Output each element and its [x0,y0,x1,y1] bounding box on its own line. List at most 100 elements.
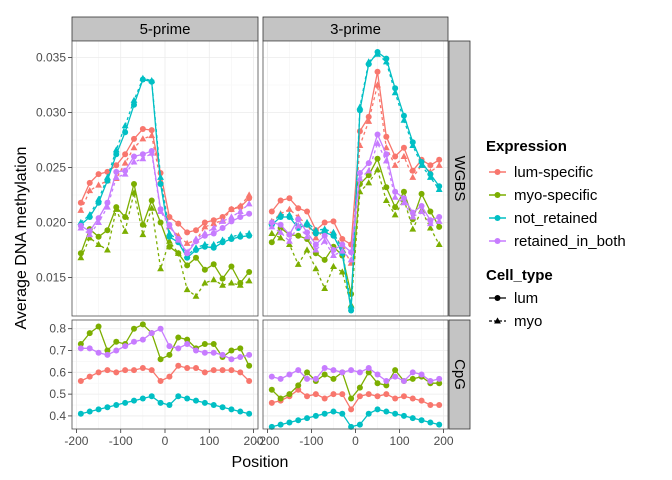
data-point [112,146,120,153]
data-point [304,208,311,215]
data-point [95,181,102,188]
data-point [277,375,284,382]
data-point [104,367,111,374]
data-point [356,393,363,400]
data-point [321,364,328,371]
data-point [426,220,434,227]
data-point [130,96,138,103]
data-point [131,325,137,332]
data-point [356,128,363,135]
data-point [121,159,129,166]
data-point [312,265,320,272]
x-tick-label: 200 [244,434,264,448]
x-tick-label: -200 [64,434,88,448]
data-point [193,254,199,261]
data-point [356,103,364,110]
data-point [268,423,275,430]
data-point [356,174,364,182]
data-point [374,380,381,387]
panel-border [71,40,259,317]
column-strip-label: 3-prime [330,21,381,38]
data-point [409,369,416,376]
x-tick-label: -100 [299,434,323,448]
data-point [400,393,407,400]
data-point [184,340,191,347]
data-point [294,260,302,267]
data-point [166,229,173,237]
data-point [321,284,329,292]
y-tick-label: 0.7 [49,344,66,358]
data-point [210,402,217,409]
data-point [95,195,102,202]
data-point [435,185,443,193]
data-point [348,423,355,430]
data-point [139,231,147,238]
data-point [304,229,311,236]
data-point [436,402,443,409]
data-point [400,199,408,206]
data-point [409,173,417,180]
data-point [77,224,85,231]
data-point [295,216,302,223]
data-point [391,193,399,200]
data-point [237,408,244,415]
data-point [210,367,217,374]
data-point [418,397,425,404]
y-tick-label: 0.030 [36,106,66,120]
data-point [139,336,146,343]
data-point [374,155,381,162]
data-point [268,386,275,393]
data-point [365,167,373,174]
data-point [184,262,191,269]
data-point [339,391,346,398]
data-point [228,218,235,225]
data-point [365,369,372,376]
legend-shape-title: Cell_type [486,267,553,284]
data-point [157,207,164,215]
data-point [330,367,337,374]
series-line-myo-specific-myo [80,192,250,298]
data-point [210,261,217,268]
data-point [321,410,328,417]
data-point [131,338,137,345]
data-point [77,206,85,213]
data-point [435,161,443,168]
data-point [435,240,443,248]
data-point [330,408,337,415]
legend: Expression Cell_type lum-specific myo-spe… [486,138,626,330]
data-point [95,240,102,248]
data-point [95,233,102,240]
data-point [157,325,164,332]
data-point [418,161,425,168]
data-point [409,225,417,232]
data-point [148,393,155,400]
y-tick-label: 0.4 [49,409,66,423]
data-point [365,117,373,124]
panel-3-prime-WGBS [262,40,449,317]
panel-border [262,319,449,430]
data-point [201,229,209,237]
data-point [77,199,84,206]
data-point [304,415,311,422]
data-point [113,338,120,345]
column-strip [71,16,259,42]
data-point [321,395,328,402]
data-point [219,351,226,358]
data-point [219,404,226,411]
data-point [201,219,208,226]
data-point [400,116,408,123]
data-point [426,224,434,231]
data-point [427,162,434,169]
data-point [174,236,182,243]
data-point [356,369,363,376]
data-point [228,279,235,286]
data-point [201,369,208,376]
data-point [201,340,208,347]
data-point [104,227,111,234]
data-point [104,351,111,358]
data-point [321,371,328,378]
data-point [139,395,146,402]
data-point [77,345,84,352]
data-point [122,151,129,158]
data-point [245,277,253,284]
